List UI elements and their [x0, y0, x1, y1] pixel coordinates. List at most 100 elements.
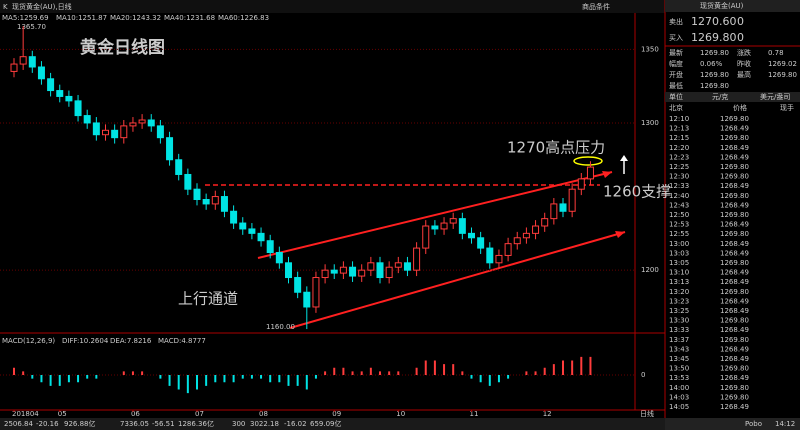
tick-price: 1269.80	[720, 230, 749, 238]
x-tick-label: 05	[58, 410, 67, 418]
tick-time: 14:05	[669, 403, 689, 411]
tick-price: 1268.49	[720, 403, 749, 411]
tick-price: 1268.49	[720, 125, 749, 133]
candle-body	[367, 262, 375, 271]
tick-price: 1268.49	[720, 269, 749, 277]
unit-cell: 单位	[669, 92, 683, 101]
candle-body	[550, 203, 558, 220]
candle-body	[74, 100, 82, 117]
unit-bar	[665, 92, 800, 102]
candle-body	[10, 63, 18, 72]
tick-price: 1269.80	[720, 336, 749, 344]
quote-stat: 昨收	[737, 59, 751, 68]
y-tick-label: 0	[641, 371, 645, 379]
tick-price: 1268.49	[720, 326, 749, 334]
candle-body	[532, 225, 540, 234]
candle-body	[102, 129, 109, 136]
candle-body	[385, 266, 393, 279]
tick-price: 1269.80	[720, 317, 749, 325]
tick-price: 1268.49	[720, 153, 749, 161]
candle-body	[193, 188, 201, 200]
status-item: 1286.36亿	[178, 419, 214, 428]
column-header: 价格	[733, 103, 747, 112]
status-item: 3022.18	[250, 420, 279, 428]
clock: 14:12	[775, 420, 795, 428]
buy-qty: 0	[737, 31, 744, 44]
tick-price: 1268.49	[720, 249, 749, 257]
candle-body	[166, 137, 174, 161]
tools-button[interactable]: 商品条件	[582, 2, 610, 11]
tick-time: 13:20	[669, 288, 689, 296]
macd-stat: DEA:7.8216	[110, 337, 152, 345]
quote-stat: 1269.02	[768, 60, 797, 68]
candle-body	[175, 159, 183, 175]
candle-body	[513, 237, 521, 245]
candle-body	[19, 56, 27, 65]
candle-body	[431, 225, 439, 230]
candle-body	[458, 218, 466, 234]
status-item: -20.16	[36, 420, 59, 428]
tick-price: 1268.49	[720, 278, 749, 286]
quote-stat: 1269.80	[700, 82, 729, 90]
quote-stat: 幅度	[669, 59, 683, 68]
tick-price: 1269.80	[720, 259, 749, 267]
candle-body	[440, 222, 448, 230]
tick-price: 1269.80	[720, 365, 749, 373]
candle-body	[376, 262, 384, 279]
candle-body	[92, 122, 100, 136]
ma-label: MA10:1251.87	[56, 14, 107, 22]
candle-body	[477, 237, 485, 249]
status-item: 7336.05	[120, 420, 149, 428]
tick-price: 1268.49	[720, 297, 749, 305]
tick-time: 12:20	[669, 144, 689, 152]
status-item: 300	[232, 420, 245, 428]
quote-title-bar	[665, 0, 800, 12]
tick-time: 12:50	[669, 211, 689, 219]
candle-body	[83, 115, 91, 124]
high-label: 1365.70	[17, 23, 46, 31]
y-tick-label: 1300	[641, 119, 659, 127]
tick-price: 1268.49	[720, 345, 749, 353]
candle-body	[147, 119, 155, 127]
arrow-head	[602, 171, 612, 178]
symbol-icon[interactable]: K	[3, 3, 8, 11]
quote-stat: 1269.80	[700, 49, 729, 57]
sell-price: 1270.60	[691, 15, 737, 28]
tick-time: 13:05	[669, 259, 689, 267]
candle-body	[586, 166, 594, 180]
candle-body	[312, 277, 320, 308]
sell-qty: 0	[737, 15, 744, 28]
highlight-ellipse	[573, 156, 603, 166]
channel-label: 上行通道	[178, 290, 238, 308]
tick-price: 1268.49	[720, 201, 749, 209]
tick-time: 13:30	[669, 317, 689, 325]
candle-body	[239, 222, 247, 230]
candle-body	[47, 78, 55, 92]
candle-body	[504, 243, 512, 256]
unit-cell: 元/克	[712, 93, 728, 101]
candle-body	[248, 228, 256, 234]
tick-price: 1269.80	[720, 163, 749, 171]
ma-label: MA5:1259.69	[2, 14, 49, 22]
tick-price: 1268.49	[720, 374, 749, 382]
tick-time: 12:30	[669, 173, 689, 181]
x-tick-label: 10	[396, 410, 405, 418]
tick-time: 13:10	[669, 269, 689, 277]
quote-stat: 最低	[669, 81, 683, 90]
candle-body	[522, 232, 530, 239]
ma-label: MA40:1231.68	[164, 14, 215, 22]
x-tick-label: 12	[543, 410, 552, 418]
resistance-label: 1270高点压力	[507, 139, 605, 157]
candle-body	[468, 232, 475, 239]
candle-body	[285, 262, 292, 279]
tick-price: 1268.49	[720, 182, 749, 190]
arrow-head	[620, 155, 628, 161]
chart-title: 黄金日线图	[80, 37, 165, 58]
tick-time: 13:23	[669, 297, 689, 305]
quote-title: 现货黄金(AU)	[700, 1, 744, 10]
ma-label: MA20:1243.32	[110, 14, 161, 22]
quote-stat: 开盘	[669, 70, 683, 79]
candle-body	[211, 196, 219, 205]
ma-label: MA60:1226.83	[218, 14, 269, 22]
